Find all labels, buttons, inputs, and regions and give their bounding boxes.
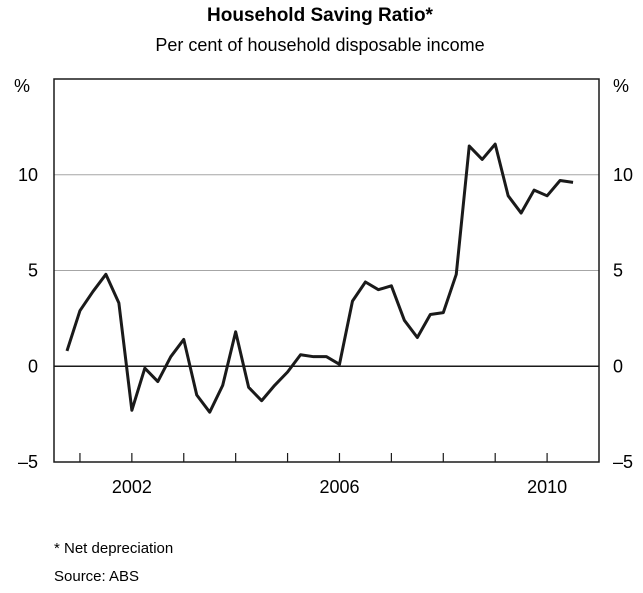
x-axis-labels: 2002 2006 2010 [112, 477, 567, 497]
x-tick-label: 2002 [112, 477, 152, 497]
chart-title: Household Saving Ratio* [207, 5, 434, 26]
y-tick-label-right: –5 [613, 452, 633, 472]
x-minor-ticks [79, 453, 548, 462]
y-tick-label-right: 5 [613, 261, 623, 281]
y-axis-left-labels: –5 0 5 10 [18, 165, 38, 472]
x-tick-label: 2010 [527, 477, 567, 497]
series-line-saving-ratio [65, 142, 574, 414]
right-axis-unit: % [613, 76, 629, 96]
y-tick-label-left: 0 [28, 356, 38, 376]
chart-subtitle: Per cent of household disposable income [155, 35, 484, 55]
plot-frame [53, 78, 600, 463]
grid-layer [54, 174, 599, 271]
footnote: * Net depreciation [54, 540, 173, 557]
x-tick-label: 2006 [319, 477, 359, 497]
y-tick-label-left: –5 [18, 452, 38, 472]
y-tick-label-right: 0 [613, 356, 623, 376]
y-axis-right-labels: –5 0 5 10 [613, 165, 633, 472]
source-note: Source: ABS [54, 568, 139, 585]
y-tick-label-right: 10 [613, 165, 633, 185]
y-tick-label-left: 10 [18, 165, 38, 185]
left-axis-unit: % [14, 76, 30, 96]
y-tick-label-left: 5 [28, 261, 38, 281]
